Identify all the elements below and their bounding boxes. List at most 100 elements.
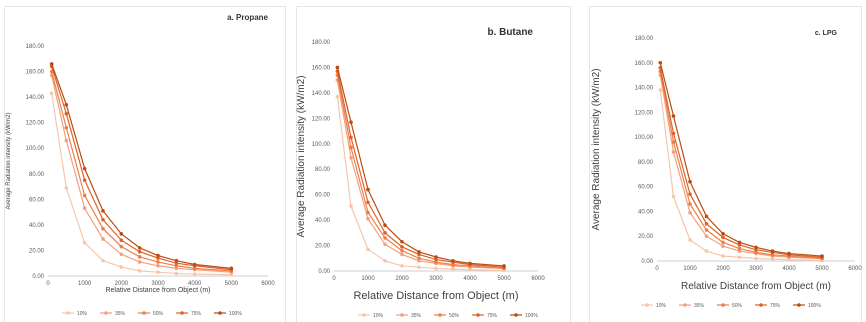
series-line-50pct xyxy=(51,71,232,272)
legend-label: 10% xyxy=(77,311,88,317)
y-tick-label: 80.00 xyxy=(638,160,654,166)
data-point xyxy=(417,252,421,257)
y-tick-label: 20.00 xyxy=(29,248,45,254)
chart-panel-butane: b. Butane 0.00 20.00 40.00 60.00 80.00 100.00 1… xyxy=(292,0,575,322)
data-point xyxy=(349,204,353,208)
data-point xyxy=(119,232,124,236)
legend-label: 35% xyxy=(115,311,126,317)
data-point xyxy=(137,269,142,273)
data-point xyxy=(451,259,455,263)
data-point xyxy=(417,256,421,261)
series-line-75pct xyxy=(51,66,232,271)
data-point xyxy=(400,248,404,253)
data-point xyxy=(383,236,387,240)
data-point xyxy=(383,242,387,247)
data-point xyxy=(688,179,692,184)
data-point xyxy=(688,238,692,242)
data-point xyxy=(119,238,124,243)
x-tick-label: 1000 xyxy=(361,276,375,282)
data-point xyxy=(119,244,124,249)
legend-label: 35% xyxy=(411,313,422,319)
x-tick-label: 2000 xyxy=(395,276,409,282)
data-point xyxy=(671,131,676,136)
data-point xyxy=(704,222,709,226)
x-tick-label: 1000 xyxy=(683,266,697,272)
data-point xyxy=(156,253,160,258)
data-point xyxy=(137,246,142,250)
data-point xyxy=(770,253,775,257)
y-tick-label: 60.00 xyxy=(638,185,654,191)
y-tick-label: 80.00 xyxy=(315,167,331,173)
series-line-35pct xyxy=(51,75,232,273)
data-point xyxy=(787,251,791,256)
x-axis-title: Relative Distance from Object (m) xyxy=(681,281,831,292)
data-point xyxy=(335,94,340,99)
data-point xyxy=(400,245,404,249)
y-tick-label: 100.00 xyxy=(26,146,45,152)
legend-swatch-marker xyxy=(721,303,725,307)
legend-swatch-marker xyxy=(759,303,763,307)
legend-swatch-marker xyxy=(180,311,184,315)
y-tick-label: 120.00 xyxy=(312,116,331,122)
legend-label: 35% xyxy=(694,303,705,309)
series-line-35pct xyxy=(659,75,823,260)
data-point xyxy=(658,60,663,65)
data-point xyxy=(434,260,438,264)
x-tick-label: 4000 xyxy=(782,266,796,272)
data-point xyxy=(737,255,742,260)
y-tick-label: 180.00 xyxy=(26,44,45,50)
data-point xyxy=(468,261,472,266)
data-point xyxy=(671,150,676,154)
data-point xyxy=(101,209,105,213)
data-point xyxy=(671,194,676,199)
legend-swatch-marker xyxy=(476,313,480,317)
series-line-100pct xyxy=(659,62,823,257)
legend-swatch-marker xyxy=(514,313,518,317)
data-point xyxy=(229,266,234,271)
series-line-35pct xyxy=(336,80,505,270)
data-point xyxy=(383,231,387,235)
data-point xyxy=(119,252,124,257)
x-tick-label: 4000 xyxy=(463,276,477,282)
chart-svg-lpg: c. LPG 0.00 20.00 40.00 60.00 80.00 100.00 120.… xyxy=(591,30,862,309)
y-tick-label: 60.00 xyxy=(29,197,45,203)
data-point xyxy=(349,135,353,140)
x-tick-label: 3000 xyxy=(749,266,763,272)
series-line-100pct xyxy=(336,67,505,267)
legend-label: 100% xyxy=(525,313,538,319)
legend-label: 10% xyxy=(656,303,667,309)
y-tick-label: 0.00 xyxy=(641,259,653,265)
legend-swatch-marker xyxy=(218,311,222,315)
data-point xyxy=(156,256,160,260)
data-point xyxy=(417,250,421,254)
data-point xyxy=(101,237,105,241)
data-point xyxy=(366,200,370,205)
y-axis-title: Average Radiation intensity (kW/m2) xyxy=(591,68,602,230)
y-axis-title: Average Radiation intensity (kW/m2) xyxy=(296,75,307,237)
data-point xyxy=(754,256,758,261)
data-point xyxy=(366,210,370,215)
y-tick-label: 40.00 xyxy=(315,218,331,224)
data-point xyxy=(174,258,179,263)
legend-label: 75% xyxy=(191,311,202,317)
panel-border xyxy=(4,6,286,322)
x-tick-label: 2000 xyxy=(716,266,730,272)
data-point xyxy=(349,120,353,124)
data-point xyxy=(82,178,87,182)
data-point xyxy=(820,254,824,258)
legend-label: 75% xyxy=(770,303,781,309)
data-point xyxy=(502,264,506,268)
data-point xyxy=(156,263,160,268)
data-point xyxy=(349,145,353,150)
chart-panel-lpg: c. LPG 0.00 20.00 40.00 60.00 80.00 100.00 120.… xyxy=(585,0,866,322)
data-point xyxy=(64,125,69,130)
data-point xyxy=(335,65,340,70)
y-tick-label: 100.00 xyxy=(312,142,331,148)
data-point xyxy=(688,202,692,206)
legend-label: 50% xyxy=(449,313,460,319)
x-tick-label: 3000 xyxy=(151,281,165,287)
data-point xyxy=(174,261,179,266)
y-tick-label: 140.00 xyxy=(635,86,654,92)
data-point xyxy=(82,193,87,198)
series-line-75pct xyxy=(659,67,823,258)
